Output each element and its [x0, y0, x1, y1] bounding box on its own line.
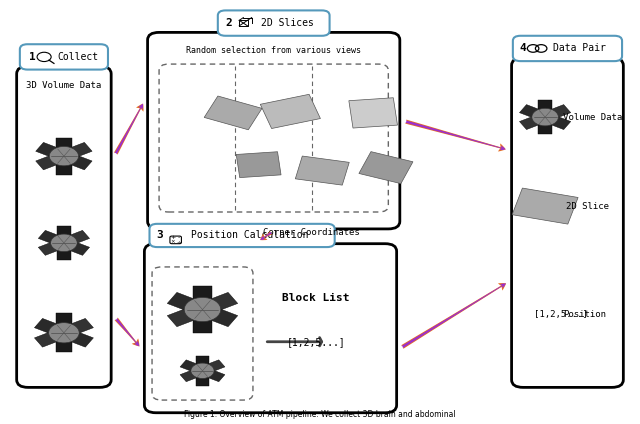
FancyBboxPatch shape — [150, 224, 335, 247]
Circle shape — [191, 363, 214, 379]
FancyBboxPatch shape — [17, 66, 111, 388]
Text: ÷: ÷ — [176, 239, 181, 244]
FancyBboxPatch shape — [511, 58, 623, 388]
Bar — [196, 356, 209, 385]
Text: 3D Volume Data: 3D Volume Data — [547, 113, 622, 122]
FancyBboxPatch shape — [159, 64, 388, 212]
Text: 1: 1 — [29, 52, 36, 62]
Text: Position Calculation: Position Calculation — [191, 231, 308, 240]
FancyBboxPatch shape — [513, 36, 622, 61]
Bar — [512, 188, 578, 224]
Text: Data Pair: Data Pair — [553, 43, 606, 53]
Bar — [520, 105, 571, 130]
Bar — [193, 286, 212, 333]
FancyBboxPatch shape — [152, 267, 253, 400]
Text: +: + — [170, 235, 175, 240]
Text: 3D Volume Data: 3D Volume Data — [26, 81, 102, 90]
Bar — [35, 318, 93, 347]
Bar — [359, 152, 413, 184]
FancyBboxPatch shape — [170, 236, 181, 244]
Bar — [204, 96, 262, 130]
Bar — [167, 293, 237, 327]
Text: Random selection from various views: Random selection from various views — [186, 46, 361, 55]
FancyBboxPatch shape — [148, 32, 400, 229]
Text: Collect: Collect — [57, 52, 98, 62]
Bar — [349, 98, 397, 128]
FancyBboxPatch shape — [20, 44, 108, 70]
Circle shape — [49, 323, 79, 343]
Circle shape — [51, 234, 77, 251]
Text: 2D Slice: 2D Slice — [566, 201, 609, 211]
Circle shape — [184, 298, 221, 322]
Bar — [295, 156, 349, 185]
Bar — [57, 226, 71, 260]
Bar — [236, 152, 281, 178]
Text: Position: Position — [563, 310, 605, 319]
FancyBboxPatch shape — [218, 11, 330, 36]
Bar — [38, 230, 90, 255]
Bar — [180, 360, 225, 382]
Bar — [36, 142, 92, 170]
Bar — [538, 100, 552, 134]
Text: Figure 1. Overview of ATM pipeline. We collect 3D brain and abdominal: Figure 1. Overview of ATM pipeline. We c… — [184, 410, 456, 419]
Bar — [167, 293, 237, 327]
Bar — [56, 137, 72, 175]
Circle shape — [532, 108, 558, 126]
Bar — [180, 360, 225, 382]
Text: Corner Coordinates: Corner Coordinates — [263, 228, 360, 237]
Text: ×: × — [170, 239, 175, 244]
Text: 2: 2 — [225, 18, 232, 28]
Text: Block List: Block List — [282, 293, 349, 303]
Bar — [520, 105, 571, 130]
Bar — [260, 94, 321, 128]
Circle shape — [49, 146, 79, 166]
Text: 2D Slices: 2D Slices — [261, 18, 314, 28]
Text: [1,2,5...]: [1,2,5...] — [534, 310, 588, 319]
Bar — [38, 230, 90, 255]
Bar — [35, 318, 93, 347]
Bar — [36, 142, 92, 170]
Bar — [56, 313, 72, 352]
Text: -: - — [177, 235, 180, 240]
Text: 3: 3 — [156, 231, 163, 240]
Text: [1,2,5...]: [1,2,5...] — [287, 337, 346, 347]
Text: 4: 4 — [519, 43, 526, 53]
FancyBboxPatch shape — [145, 244, 397, 413]
